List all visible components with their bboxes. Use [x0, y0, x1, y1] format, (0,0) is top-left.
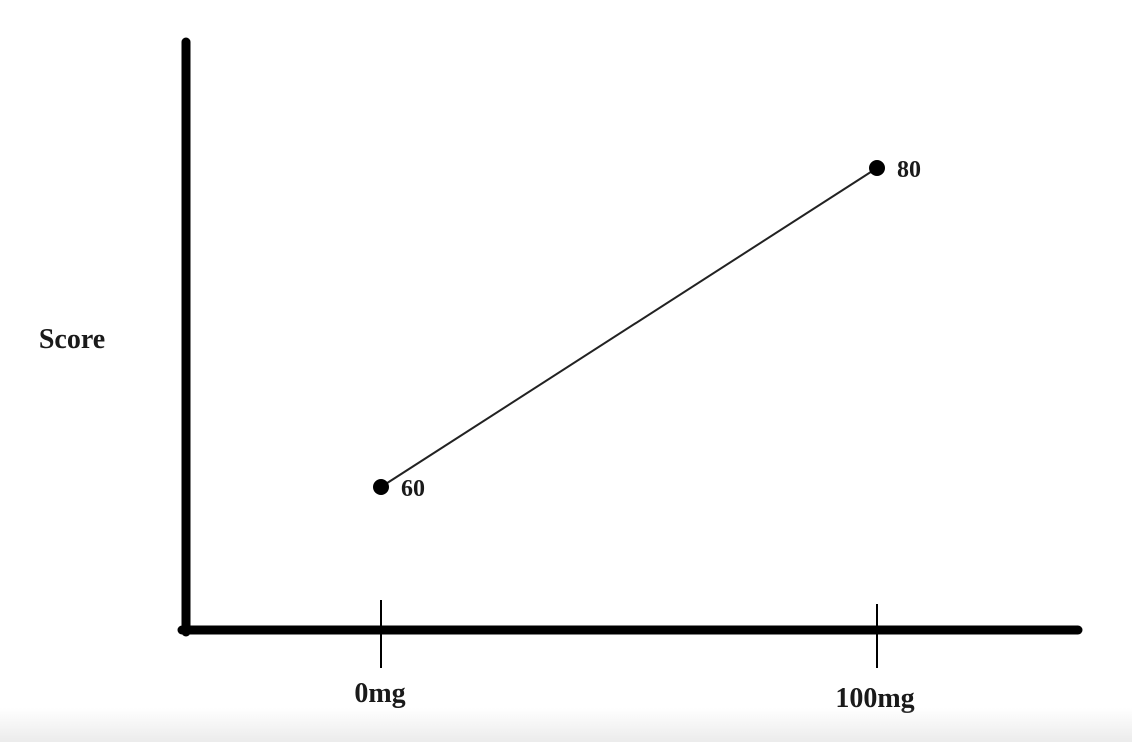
data-point-100mg	[869, 160, 885, 176]
data-label-100mg: 80	[897, 157, 921, 183]
data-label-0mg: 60	[401, 476, 425, 502]
x-tick-label-100mg: 100mg	[835, 683, 914, 714]
data-point-0mg	[373, 479, 389, 495]
y-axis-label: Score	[39, 324, 105, 355]
x-tick-label-0mg: 0mg	[354, 678, 405, 709]
series-line	[380, 167, 878, 488]
